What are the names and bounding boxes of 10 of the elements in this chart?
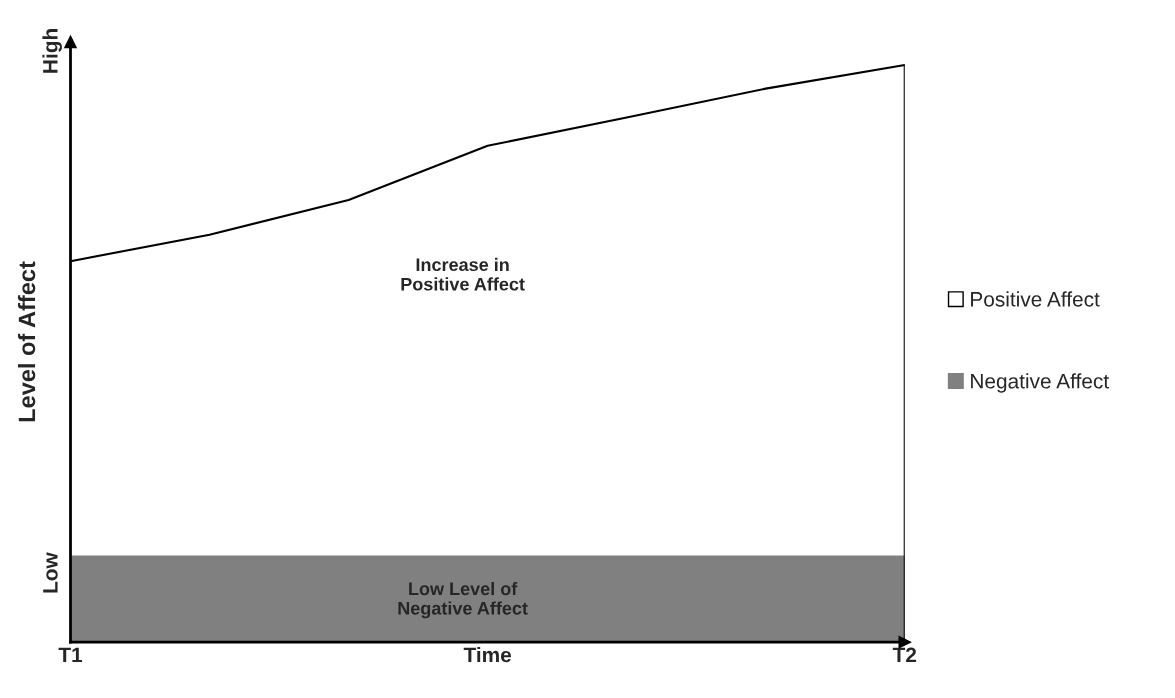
legend-label: Positive Affect: [971, 291, 1100, 307]
annotation: Increase in Positive Affect: [401, 257, 525, 291]
text: Low: [43, 552, 58, 593]
x-tick-label: T1: [58, 647, 83, 663]
legend-label: Negative Affect: [971, 373, 1109, 393]
y-axis-title: Level of Affect: [17, 261, 36, 422]
x-axis-title: Time: [463, 647, 512, 663]
annotation: Low Level of Negative Affect: [398, 581, 528, 619]
text: High: [42, 29, 62, 73]
x-tick-label: T2: [892, 647, 917, 663]
